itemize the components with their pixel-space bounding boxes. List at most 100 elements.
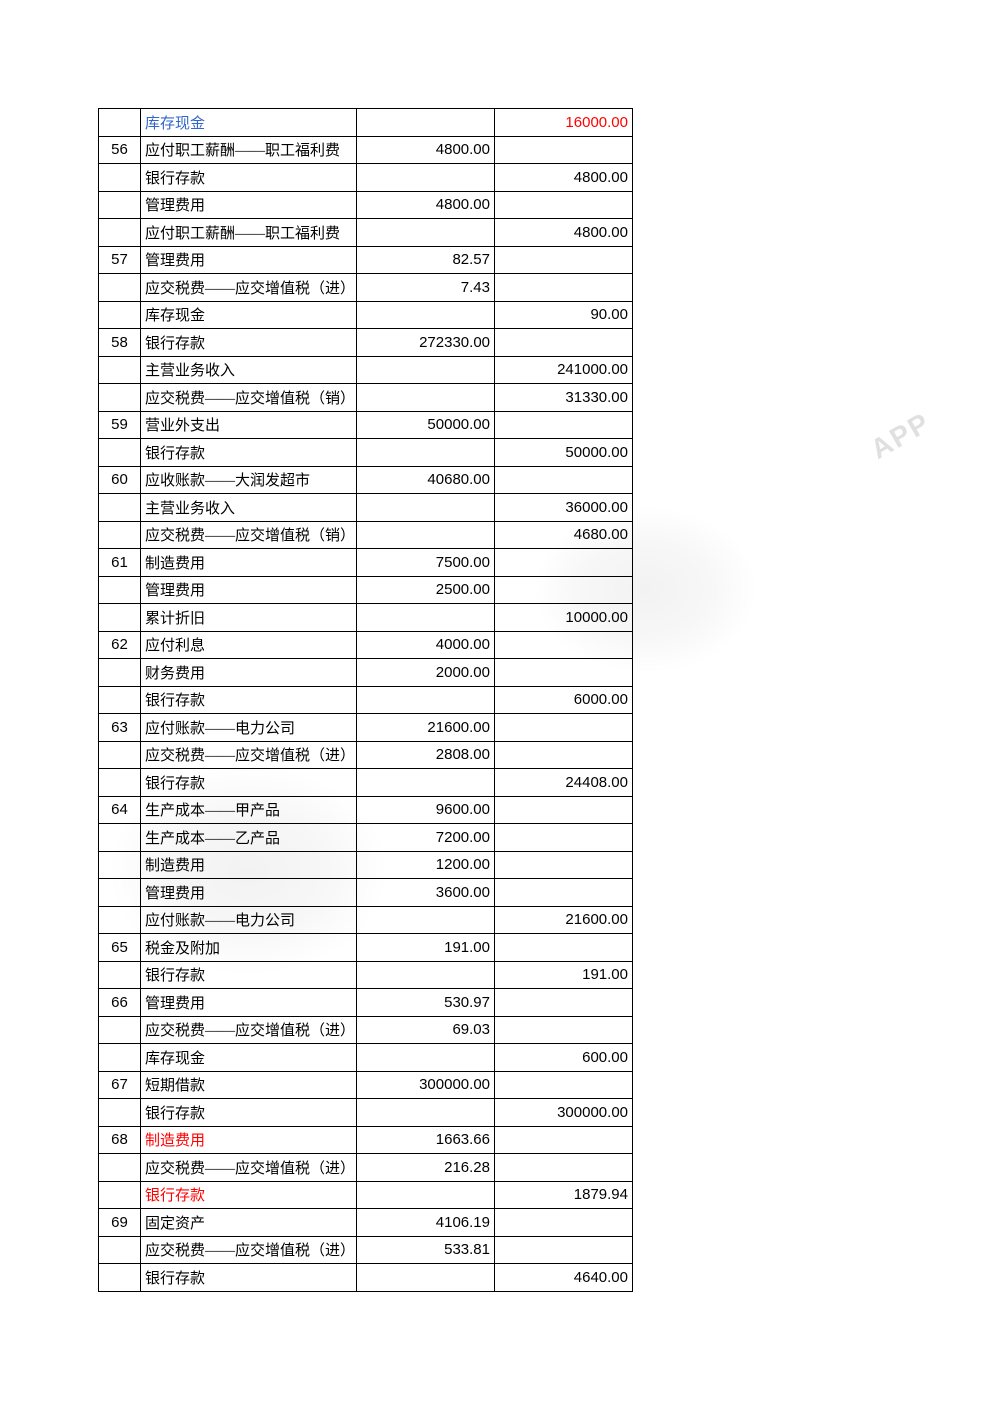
- debit-amount-cell: 4000.00: [357, 631, 495, 659]
- account-name-cell: 应付账款——电力公司: [141, 906, 357, 934]
- entry-number-cell: 64: [99, 796, 141, 824]
- table-row: 67短期借款300000.00: [99, 1071, 633, 1099]
- credit-amount-cell: [495, 329, 633, 357]
- account-name-cell: 银行存款: [141, 1264, 357, 1292]
- debit-amount-cell: 4106.19: [357, 1209, 495, 1237]
- debit-amount-cell: [357, 769, 495, 797]
- entry-number-cell: [99, 851, 141, 879]
- entry-number-cell: [99, 219, 141, 247]
- table-row: 61制造费用7500.00: [99, 549, 633, 577]
- entry-number-cell: [99, 686, 141, 714]
- account-name-cell: 银行存款: [141, 439, 357, 467]
- table-row: 管理费用4800.00: [99, 191, 633, 219]
- credit-amount-cell: [495, 136, 633, 164]
- entry-number-cell: [99, 164, 141, 192]
- account-name-cell: 应付职工薪酬——职工福利费: [141, 219, 357, 247]
- debit-amount-cell: 533.81: [357, 1236, 495, 1264]
- entry-number-cell: [99, 1099, 141, 1127]
- account-name-cell: 管理费用: [141, 191, 357, 219]
- credit-amount-cell: [495, 411, 633, 439]
- credit-amount-cell: 4640.00: [495, 1264, 633, 1292]
- account-name-cell: 管理费用: [141, 989, 357, 1017]
- debit-amount-cell: 7200.00: [357, 824, 495, 852]
- account-name-cell: 管理费用: [141, 246, 357, 274]
- entry-number-cell: 66: [99, 989, 141, 1017]
- entry-number-cell: [99, 301, 141, 329]
- credit-amount-cell: [495, 274, 633, 302]
- debit-amount-cell: [357, 301, 495, 329]
- account-name-cell: 银行存款: [141, 1099, 357, 1127]
- account-name-cell: 应交税费——应交增值税（销）: [141, 521, 357, 549]
- credit-amount-cell: 4800.00: [495, 219, 633, 247]
- credit-amount-cell: [495, 1126, 633, 1154]
- debit-amount-cell: [357, 439, 495, 467]
- entry-number-cell: 59: [99, 411, 141, 439]
- table-row: 制造费用1200.00: [99, 851, 633, 879]
- entry-number-cell: [99, 356, 141, 384]
- entry-number-cell: [99, 439, 141, 467]
- credit-amount-cell: [495, 851, 633, 879]
- account-name-cell: 库存现金: [141, 301, 357, 329]
- table-row: 银行存款24408.00: [99, 769, 633, 797]
- credit-amount-cell: [495, 989, 633, 1017]
- account-name-cell: 应交税费——应交增值税（进）: [141, 1236, 357, 1264]
- entry-number-cell: [99, 961, 141, 989]
- account-name-cell: 应付账款——电力公司: [141, 714, 357, 742]
- table-row: 银行存款4800.00: [99, 164, 633, 192]
- table-row: 58银行存款272330.00: [99, 329, 633, 357]
- account-name-cell: 银行存款: [141, 164, 357, 192]
- account-name-cell: 制造费用: [141, 1126, 357, 1154]
- debit-amount-cell: 82.57: [357, 246, 495, 274]
- table-row: 57管理费用82.57: [99, 246, 633, 274]
- account-name-cell: 银行存款: [141, 1181, 357, 1209]
- credit-amount-cell: [495, 549, 633, 577]
- table-row: 银行存款1879.94: [99, 1181, 633, 1209]
- debit-amount-cell: 7.43: [357, 274, 495, 302]
- credit-amount-cell: 4680.00: [495, 521, 633, 549]
- account-name-cell: 应交税费——应交增值税（销）: [141, 384, 357, 412]
- credit-amount-cell: 24408.00: [495, 769, 633, 797]
- credit-amount-cell: 21600.00: [495, 906, 633, 934]
- entry-number-cell: [99, 274, 141, 302]
- account-name-cell: 财务费用: [141, 659, 357, 687]
- debit-amount-cell: [357, 384, 495, 412]
- table-row: 68制造费用1663.66: [99, 1126, 633, 1154]
- entry-number-cell: 57: [99, 246, 141, 274]
- table-row: 库存现金 90.00: [99, 301, 633, 329]
- debit-amount-cell: [357, 164, 495, 192]
- entry-number-cell: [99, 1236, 141, 1264]
- table-row: 66管理费用530.97: [99, 989, 633, 1017]
- table-row: 主营业务收入36000.00: [99, 494, 633, 522]
- account-name-cell: 累计折旧: [141, 604, 357, 632]
- credit-amount-cell: 600.00: [495, 1044, 633, 1072]
- watermark-text: APP: [866, 406, 937, 466]
- table-row: 应付职工薪酬——职工福利费 4800.00: [99, 219, 633, 247]
- entry-number-cell: [99, 824, 141, 852]
- account-name-cell: 应交税费——应交增值税（进）: [141, 1016, 357, 1044]
- entry-number-cell: [99, 906, 141, 934]
- debit-amount-cell: 191.00: [357, 934, 495, 962]
- entry-number-cell: [99, 769, 141, 797]
- entry-number-cell: [99, 1181, 141, 1209]
- credit-amount-cell: [495, 466, 633, 494]
- account-name-cell: 应交税费——应交增值税（进）: [141, 741, 357, 769]
- debit-amount-cell: 530.97: [357, 989, 495, 1017]
- table-row: 应交税费——应交增值税（进）216.28: [99, 1154, 633, 1182]
- credit-amount-cell: [495, 1236, 633, 1264]
- entry-number-cell: [99, 604, 141, 632]
- entry-number-cell: [99, 384, 141, 412]
- credit-amount-cell: [495, 934, 633, 962]
- debit-amount-cell: [357, 961, 495, 989]
- table-row: 60应收账款——大润发超市40680.00: [99, 466, 633, 494]
- credit-amount-cell: [495, 879, 633, 907]
- account-name-cell: 短期借款: [141, 1071, 357, 1099]
- entry-number-cell: 60: [99, 466, 141, 494]
- account-name-cell: 管理费用: [141, 879, 357, 907]
- document-page: APP 库存现金16000.0056应付职工薪酬——职工福利费4800.00银行…: [0, 0, 993, 1404]
- credit-amount-cell: [495, 1209, 633, 1237]
- credit-amount-cell: [495, 246, 633, 274]
- credit-amount-cell: 90.00: [495, 301, 633, 329]
- table-row: 库存现金16000.00: [99, 109, 633, 137]
- account-name-cell: 应付利息: [141, 631, 357, 659]
- table-row: 69固定资产4106.19: [99, 1209, 633, 1237]
